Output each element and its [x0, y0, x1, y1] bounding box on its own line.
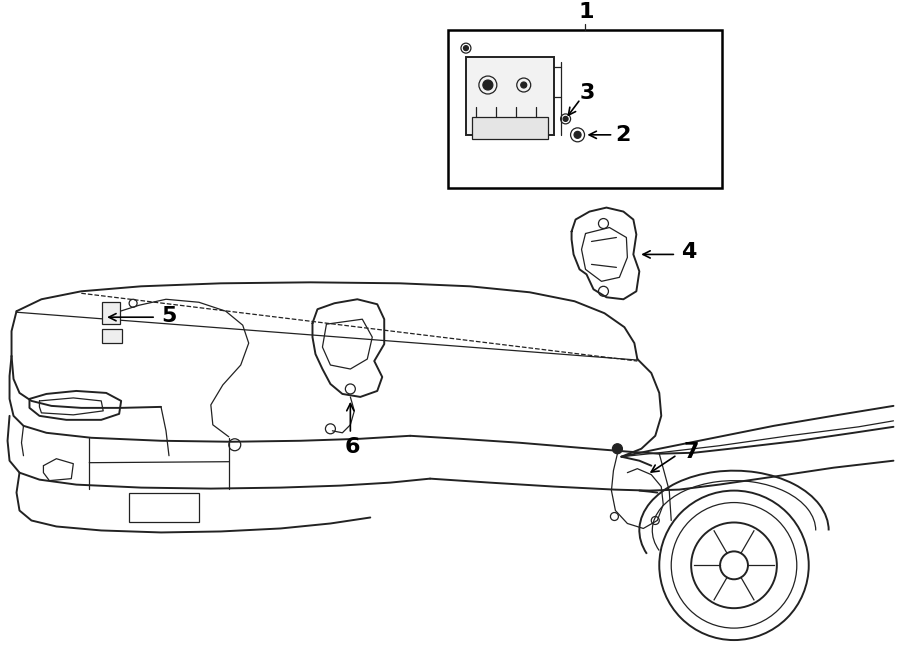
- Circle shape: [574, 132, 581, 138]
- Circle shape: [464, 46, 468, 51]
- Bar: [448, 30, 722, 188]
- Text: 7: 7: [683, 442, 699, 462]
- Text: 1: 1: [579, 2, 594, 22]
- Text: 3: 3: [580, 83, 595, 103]
- Bar: [103, 302, 121, 324]
- Circle shape: [483, 80, 493, 90]
- Text: 6: 6: [345, 437, 360, 457]
- Bar: [129, 492, 199, 522]
- Text: 4: 4: [681, 243, 697, 262]
- Circle shape: [612, 444, 623, 453]
- Bar: [103, 329, 122, 343]
- Text: 2: 2: [616, 125, 631, 145]
- Bar: [466, 57, 554, 135]
- Circle shape: [563, 116, 568, 122]
- Bar: [472, 117, 548, 139]
- Circle shape: [521, 82, 526, 88]
- Text: 5: 5: [161, 306, 176, 327]
